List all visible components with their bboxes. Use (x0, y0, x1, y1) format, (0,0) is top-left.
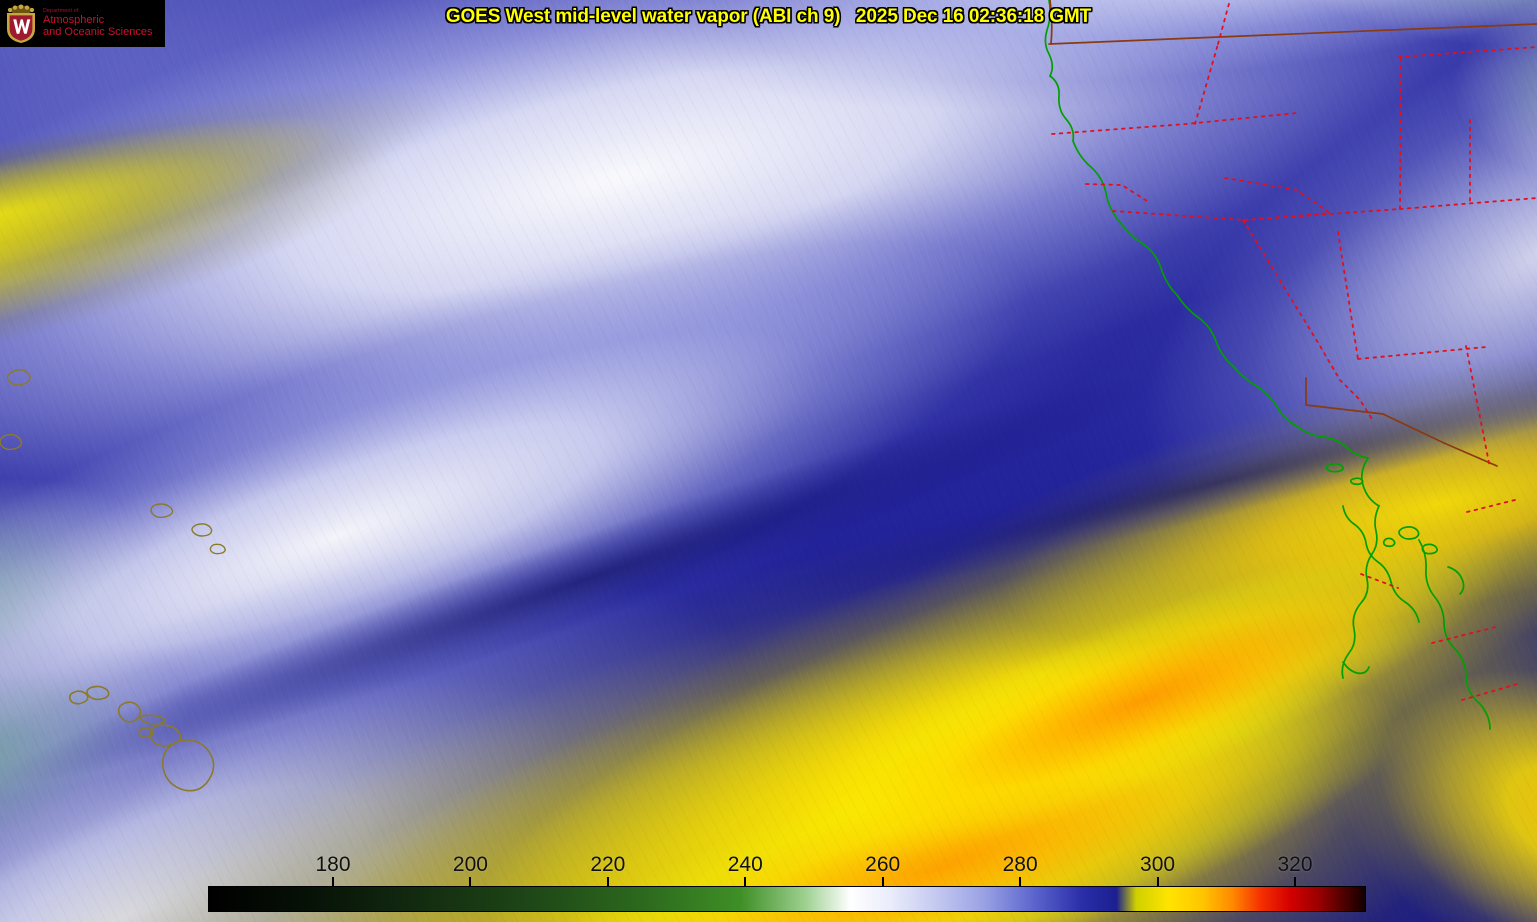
uw-crest-icon (7, 4, 35, 43)
colorbar-tick-320 (1294, 877, 1296, 886)
misc-islands (0, 369, 226, 555)
coastline-north-america (1044, 0, 1491, 730)
colorbar-label-240: 240 (727, 853, 763, 876)
colorbar-tick-260 (881, 877, 884, 886)
state-borders (1051, 0, 1537, 701)
colorbar-label-320: 320 (1277, 853, 1313, 876)
colorbar-tick-200 (469, 877, 472, 886)
logo-line-department: Department of (43, 7, 79, 14)
colorbar-label-280: 280 (1002, 853, 1038, 876)
international-borders (1048, 0, 1537, 467)
colorbar-tick-220 (606, 877, 609, 886)
logo-text-block: Department of Atmospheric and Oceanic Sc… (43, 7, 153, 39)
colorbar-tick-180 (332, 877, 334, 886)
colorbar-label-220: 220 (590, 853, 626, 876)
colorbar-label-180: 180 (315, 853, 351, 876)
colorbar-tick-280 (1019, 877, 1022, 886)
page-title: GOES West mid-level water vapor (ABI ch … (445, 6, 1092, 27)
colorbar-label-200: 200 (452, 853, 488, 876)
colorbar-label-260: 260 (865, 853, 901, 876)
logo-line-atmospheric: Atmospheric (43, 14, 105, 27)
uw-madison-aos-logo: Department of Atmospheric and Oceanic Sc… (0, 0, 165, 47)
colorbar-label-300: 300 (1140, 853, 1176, 876)
logo-line-oceanic: and Oceanic Sciences (43, 26, 153, 39)
hawaii-islands (68, 685, 215, 792)
colorbar-tick-240 (744, 877, 747, 886)
colorbar-tick-300 (1156, 877, 1159, 886)
colorbar-gradient (208, 886, 1366, 912)
